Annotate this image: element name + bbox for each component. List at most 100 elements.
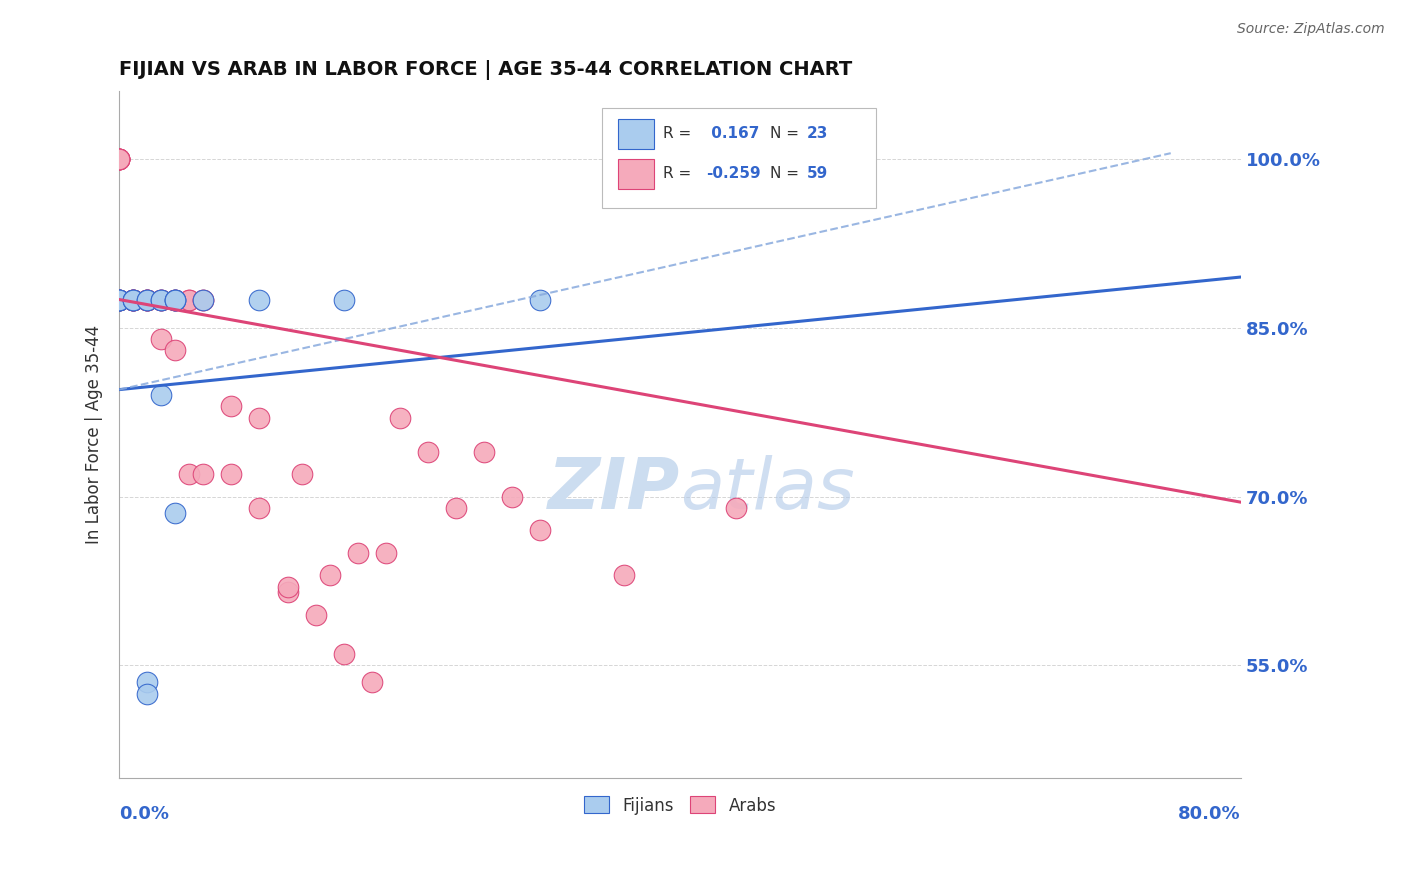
Point [136,293,159,307]
Point [108,293,131,307]
Point [136,293,159,307]
Point [725,500,748,515]
Point [122,293,145,307]
Point [122,293,145,307]
Point [374,546,396,560]
Point [108,293,131,307]
Point [179,467,201,481]
Text: 0.0%: 0.0% [120,805,169,823]
Point [388,410,411,425]
Point [165,343,187,358]
Point [165,293,187,307]
Point [249,293,271,307]
Point [108,152,131,166]
Point [165,293,187,307]
Point [108,293,131,307]
Point [304,607,326,622]
Point [136,687,159,701]
Point [276,585,298,599]
Point [150,293,173,307]
Text: -0.259: -0.259 [706,166,761,181]
Point [108,293,131,307]
Point [529,524,551,538]
Point [108,293,131,307]
Text: ZIP: ZIP [548,455,681,524]
Point [472,444,495,458]
Text: R =: R = [664,127,696,141]
Point [122,293,145,307]
Point [193,293,215,307]
Point [444,500,467,515]
Point [108,293,131,307]
Point [193,293,215,307]
Point [122,293,145,307]
Point [136,293,159,307]
Point [122,293,145,307]
Point [179,293,201,307]
Point [276,580,298,594]
Point [221,467,243,481]
Point [136,293,159,307]
Point [249,410,271,425]
Point [193,293,215,307]
FancyBboxPatch shape [619,119,654,149]
Point [165,293,187,307]
Point [150,293,173,307]
Point [108,152,131,166]
Point [150,332,173,346]
Text: FIJIAN VS ARAB IN LABOR FORCE | AGE 35-44 CORRELATION CHART: FIJIAN VS ARAB IN LABOR FORCE | AGE 35-4… [120,60,852,79]
Text: 0.167: 0.167 [706,127,759,141]
Text: N =: N = [769,127,804,141]
Point [108,293,131,307]
Point [136,293,159,307]
Point [108,152,131,166]
Point [150,293,173,307]
Text: N =: N = [769,166,804,181]
Point [332,293,354,307]
Point [122,293,145,307]
Point [165,293,187,307]
Point [108,152,131,166]
Point [416,444,439,458]
Point [725,163,748,178]
Point [150,293,173,307]
FancyBboxPatch shape [602,109,876,208]
Point [501,490,523,504]
FancyBboxPatch shape [619,159,654,189]
Point [136,293,159,307]
Text: R =: R = [664,166,696,181]
Point [108,293,131,307]
Point [122,293,145,307]
Text: atlas: atlas [681,455,855,524]
Point [221,400,243,414]
Point [136,675,159,690]
Point [193,467,215,481]
Point [179,293,201,307]
Text: Source: ZipAtlas.com: Source: ZipAtlas.com [1237,22,1385,37]
Point [136,293,159,307]
Point [318,568,340,582]
Point [165,507,187,521]
Point [165,293,187,307]
Point [249,500,271,515]
Text: 80.0%: 80.0% [1178,805,1241,823]
Point [122,293,145,307]
Text: 23: 23 [807,127,828,141]
Point [360,675,382,690]
Text: 59: 59 [807,166,828,181]
Point [150,388,173,402]
Point [332,647,354,661]
Point [108,152,131,166]
Point [108,293,131,307]
Point [165,293,187,307]
Point [150,293,173,307]
Point [122,293,145,307]
Y-axis label: In Labor Force | Age 35-44: In Labor Force | Age 35-44 [86,325,103,544]
Point [346,546,368,560]
Point [613,568,636,582]
Point [108,152,131,166]
Point [529,293,551,307]
Point [108,293,131,307]
Point [290,467,312,481]
Legend: Fijians, Arabs: Fijians, Arabs [576,789,783,822]
